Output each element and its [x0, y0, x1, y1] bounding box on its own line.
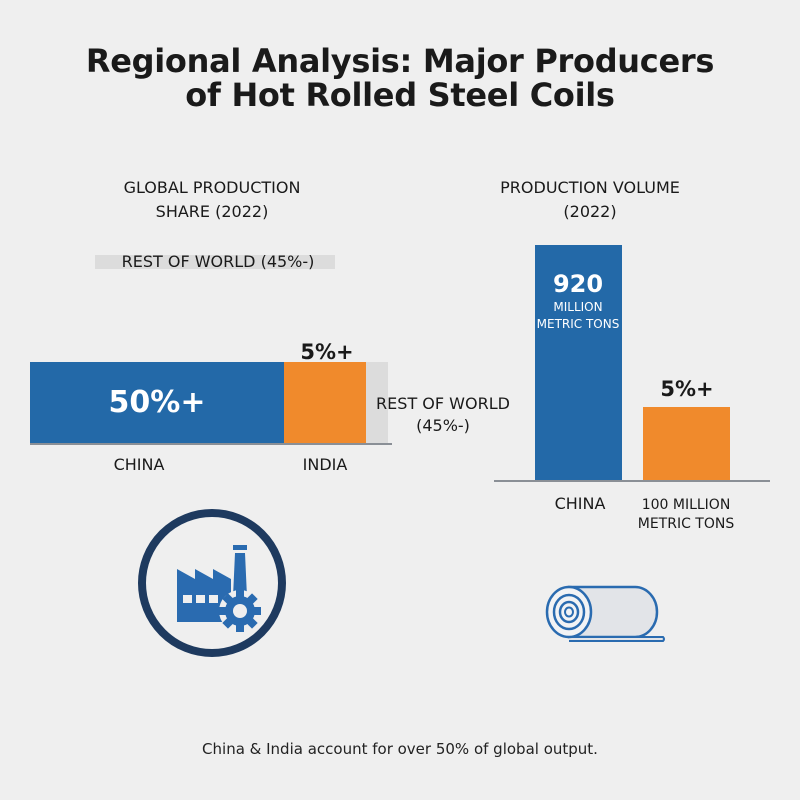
share-category-india: INDIA: [302, 455, 348, 474]
volume-title-line-1: PRODUCTION VOLUME: [500, 178, 680, 197]
india-volume-line-1: 100 MILLION: [641, 497, 731, 513]
share-chart-title: GLOBAL PRODUCTION SHARE (2022): [124, 176, 301, 224]
india-volume-top-label: 5%+: [660, 377, 714, 401]
rest-share-label: REST OF WORLD (45%-): [376, 393, 510, 437]
footer-note: China & India account for over 50% of gl…: [202, 740, 598, 758]
volume-category-china: CHINA: [554, 494, 606, 513]
share-title-line-2: SHARE (2022): [155, 202, 269, 221]
rest-of-world-legend-swatch: [95, 255, 335, 269]
bar-india-volume: [643, 407, 730, 481]
volume-baseline: [494, 480, 770, 482]
rest-label-line-2: (45%-): [416, 416, 470, 435]
title-line-2: of Hot Rolled Steel Coils: [185, 76, 615, 114]
volume-category-india: 100 MILLION METRIC TONS: [638, 496, 735, 534]
india-share-label: 5%+: [300, 340, 354, 364]
china-volume-label: 920 MILLION METRIC TONS: [537, 269, 620, 333]
volume-title-line-2: (2022): [563, 202, 617, 221]
india-volume-line-2: METRIC TONS: [637, 516, 735, 532]
share-title-line-1: GLOBAL PRODUCTION: [123, 178, 301, 197]
share-category-china: CHINA: [113, 455, 165, 474]
factory-gear-icon: [138, 509, 286, 657]
page-title: Regional Analysis: Major Producers of Ho…: [0, 44, 800, 112]
bar-china-volume: [535, 245, 622, 481]
share-baseline: [30, 443, 392, 445]
title-line-1: Regional Analysis: Major Producers: [85, 42, 715, 80]
china-volume-unit-1: MILLION: [553, 300, 603, 314]
bar-india-share: [284, 362, 366, 444]
bar-china-share: [30, 362, 284, 444]
volume-chart-title: PRODUCTION VOLUME (2022): [500, 176, 680, 224]
bar-rest-share: [366, 362, 388, 444]
steel-coil-icon: [545, 585, 665, 642]
rest-of-world-legend-label: REST OF WORLD (45%-): [121, 252, 315, 271]
china-share-label: 50%+: [108, 385, 206, 420]
china-volume-value: 920: [552, 270, 604, 298]
china-volume-unit-2: METRIC TONS: [536, 317, 620, 331]
rest-label-line-1: REST OF WORLD: [376, 394, 510, 413]
